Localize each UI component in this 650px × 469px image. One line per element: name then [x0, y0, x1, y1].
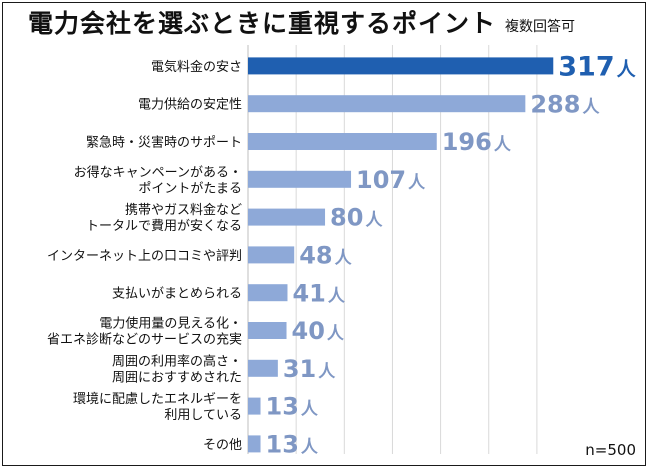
category-label: 電気料金の安さ — [151, 59, 242, 75]
category-label: その他 — [203, 438, 242, 453]
category-label: 省エネ診断などのサービスの充実 — [47, 332, 242, 348]
category-label: 緊急時・災害時のサポート — [86, 135, 242, 151]
category-label: 周囲の利用率の高さ・ — [112, 353, 242, 369]
data-label: 40 人 — [292, 317, 345, 345]
category-label: 支払いがまとめられる — [112, 287, 242, 302]
bar — [248, 435, 261, 453]
category-label: 周囲におすすめされた — [112, 370, 242, 385]
category-label: 電力使用量の見える化・ — [99, 316, 242, 332]
category-label: お得なキャンペーンがある・ — [74, 164, 242, 180]
bar — [248, 322, 287, 339]
category-label: 環境に配慮したエネルギーを — [73, 392, 242, 407]
data-label: 80 人 — [330, 204, 383, 232]
bar — [248, 170, 352, 188]
bar — [248, 57, 554, 75]
category-label: トータルで費用が安くなる — [86, 219, 242, 234]
bar — [248, 133, 437, 150]
data-label: 107 人 — [356, 166, 426, 194]
data-label: 41 人 — [292, 279, 345, 307]
category-label: 携帯やガス料金など — [125, 202, 242, 218]
gridlines — [295, 45, 538, 454]
chart-subtitle: 複数回答可 — [505, 19, 575, 35]
data-label: 317 人 — [558, 52, 636, 83]
bar — [248, 397, 261, 415]
category-label: 利用している — [164, 408, 242, 423]
bar — [248, 208, 326, 226]
bar — [248, 246, 295, 264]
data-label: 31 人 — [283, 355, 336, 383]
category-label: 電力供給の安定性 — [138, 98, 242, 113]
bar — [248, 95, 526, 113]
sample-size-note: n=500 — [585, 441, 636, 459]
bar — [248, 284, 288, 302]
chart-title: 電力会社を選ぶときに重視するポイント — [28, 9, 497, 38]
category-label: インターネット上の口コミや評判 — [47, 249, 242, 264]
category-label: ポイントがたまる — [138, 181, 242, 196]
bar — [248, 359, 278, 377]
data-label: 13 人 — [266, 431, 319, 459]
data-label: 13 人 — [266, 393, 319, 421]
data-label: 196 人 — [442, 128, 512, 156]
data-label: 288 人 — [530, 90, 600, 118]
data-label: 48 人 — [299, 242, 352, 270]
